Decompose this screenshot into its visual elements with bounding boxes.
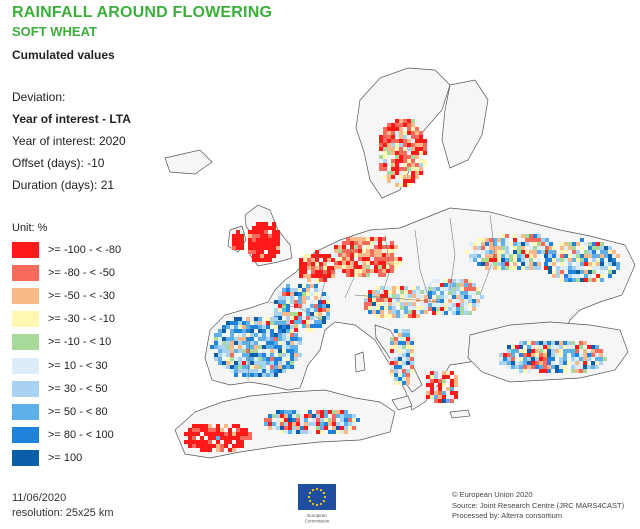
land-finland	[441, 79, 489, 169]
comparison-label: Year of interest - LTA	[12, 112, 131, 126]
deviation-label: Deviation:	[12, 90, 66, 104]
rainfall-cells	[184, 119, 620, 452]
legend-label: >= 50 - < 80	[48, 405, 108, 418]
legend-item: >= -100 - < -80	[12, 238, 121, 261]
legend-swatch	[12, 334, 39, 351]
eu-stars	[307, 487, 327, 507]
processed-by: Processed by: Alterra consortium	[452, 511, 563, 520]
legend-label: >= -30 - < -10	[48, 313, 115, 326]
credits: © European Union 2020 Source: Joint Rese…	[452, 490, 624, 522]
land-sicily	[391, 395, 413, 411]
europe-rainfall-map	[164, 67, 636, 459]
legend-label: >= -50 - < -30	[48, 289, 115, 302]
legend-item: >= -30 - < -10	[12, 308, 121, 331]
legend-swatch	[12, 264, 39, 281]
legend-label: >= -100 - < -80	[48, 243, 122, 256]
european-commission-logo: European Commission	[284, 482, 350, 526]
land-crete	[449, 409, 471, 419]
legend-item: >= 30 - < 50	[12, 377, 121, 400]
legend-item: >= 50 - < 80	[12, 400, 121, 423]
legend-item: >= -50 - < -30	[12, 284, 121, 307]
offset-days: Offset (days): -10	[12, 156, 105, 170]
legend-item: >= 10 - < 30	[12, 354, 121, 377]
legend: >= -100 - < -80 >= -80 - < -50 >= -50 - < …	[12, 238, 121, 470]
eu-flag	[298, 484, 336, 510]
duration-days: Duration (days): 21	[12, 178, 115, 192]
legend-label: >= 100	[48, 452, 83, 465]
legend-item: >= 80 - < 100	[12, 424, 121, 447]
ec-logo-text-2: Commission	[305, 519, 330, 524]
legend-swatch	[12, 427, 39, 444]
legend-swatch	[12, 450, 39, 467]
legend-label: >= -10 - < 10	[48, 336, 112, 349]
legend-item: >= -80 - < -50	[12, 261, 121, 284]
legend-item: >= -10 - < 10	[12, 331, 121, 354]
ec-logo-text-1: European	[307, 513, 327, 518]
legend-label: >= -80 - < -50	[48, 266, 115, 279]
land-sardinia	[354, 351, 366, 373]
map-date: 11/06/2020	[12, 492, 67, 504]
legend-swatch	[12, 311, 39, 328]
map-title: RAINFALL AROUND FLOWERING	[12, 4, 273, 21]
legend-swatch	[12, 357, 39, 374]
map-resolution: resolution: 25x25 km	[12, 507, 114, 519]
legend-unit: Unit: %	[12, 222, 48, 234]
country-borders	[247, 214, 496, 381]
legend-swatch	[12, 403, 39, 420]
legend-swatch	[12, 241, 39, 258]
copyright: © European Union 2020	[452, 490, 533, 499]
legend-label: >= 80 - < 100	[48, 429, 114, 442]
crop-subtitle: SOFT WHEAT	[12, 24, 97, 39]
land-iceland	[164, 149, 213, 175]
source-credit: Source: Joint Research Centre (JRC MARS4…	[452, 500, 625, 510]
legend-label: >= 10 - < 30	[48, 359, 108, 372]
year-of-interest: Year of interest: 2020	[12, 134, 126, 148]
values-type: Cumulated values	[12, 48, 115, 62]
legend-label: >= 30 - < 50	[48, 382, 108, 395]
legend-swatch	[12, 287, 39, 304]
legend-item: >= 100	[12, 447, 121, 470]
legend-swatch	[12, 380, 39, 397]
parameters-block: Deviation: Year of interest - LTA Year o…	[12, 86, 131, 196]
